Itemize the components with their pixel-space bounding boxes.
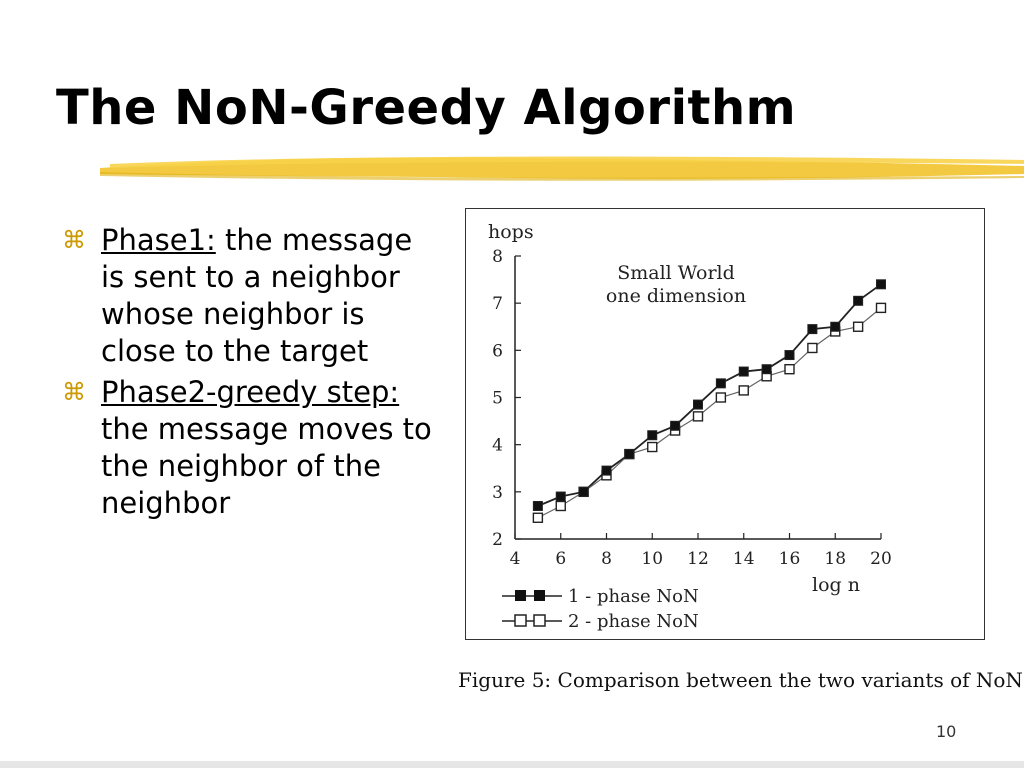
legend-label-1-phase: 1 - phase NoN: [568, 586, 699, 607]
data-point-2-phase: [647, 441, 658, 453]
bullet-label: Phase2-greedy step:: [101, 375, 400, 409]
command-icon: ⌘: [62, 378, 86, 406]
bullet-phase2: ⌘ Phase2-greedy step: the message moves …: [62, 374, 442, 522]
legend-marker-2-phase: [533, 614, 546, 627]
y-axis-label: hops: [488, 221, 534, 243]
x-tick-label: 16: [779, 549, 801, 569]
y-tick-label: 2: [492, 530, 503, 550]
figure-caption: Figure 5: Comparison between the two var…: [458, 668, 1023, 692]
data-point-2-phase: [738, 385, 749, 396]
y-tick-label: 7: [492, 294, 503, 314]
x-tick-label: 14: [733, 549, 755, 569]
data-point-1-phase: [876, 279, 886, 290]
series-line-1-phase: [537, 283, 882, 507]
bullet-list: ⌘ Phase1: the message is sent to a neigh…: [62, 222, 442, 526]
data-point-2-phase: [784, 363, 795, 375]
slide-title: The NoN-Greedy Algorithm: [56, 80, 797, 136]
command-icon: ⌘: [62, 226, 86, 254]
legend-marker-1-phase: [534, 590, 545, 601]
data-point-1-phase: [738, 366, 749, 377]
data-point-1-phase: [578, 486, 589, 497]
legend-marker-1-phase: [515, 590, 526, 601]
chart-legend: 1 - phase NoN 2 - phase NoN: [502, 586, 699, 632]
bullet-text: the message is sent to a neighbor whose …: [101, 223, 413, 368]
chart-annotation-line1: Small World: [617, 262, 735, 284]
x-tick-label: 10: [641, 549, 663, 569]
y-tick-label: 4: [492, 436, 503, 456]
chart-annotation-line2: one dimension: [606, 285, 746, 307]
legend-marker-2-phase: [514, 614, 527, 627]
data-point-2-phase: [555, 500, 566, 512]
y-tick-label: 3: [492, 483, 503, 503]
data-point-1-phase: [807, 324, 818, 335]
y-tick-label: 5: [492, 389, 503, 409]
x-tick-label: 20: [870, 549, 892, 569]
data-point-1-phase: [532, 500, 543, 511]
x-tick-label: 18: [824, 549, 846, 569]
x-axis-label: log n: [812, 574, 860, 596]
bullet-label: Phase1:: [101, 223, 216, 257]
data-point-1-phase: [624, 449, 635, 460]
title-underline: [100, 156, 1024, 181]
data-point-1-phase: [830, 321, 841, 332]
y-tick-label: 6: [492, 341, 503, 361]
series-line-2-phase: [537, 307, 882, 519]
x-tick-label: 12: [687, 549, 709, 569]
legend-label-2-phase: 2 - phase NoN: [568, 611, 699, 632]
data-point-1-phase: [601, 465, 612, 476]
data-point-2-phase: [692, 411, 704, 422]
bullet-phase1: ⌘ Phase1: the message is sent to a neigh…: [62, 222, 442, 370]
line-chart: 2 3 4 5 6 7 8 4 6 8 10 12 14 16 18 20 hops log n Small …: [488, 221, 892, 632]
data-point-1-phase: [555, 491, 566, 502]
x-tick-label: 6: [555, 549, 566, 569]
data-point-2-phase: [875, 302, 887, 314]
bottom-bar: [0, 761, 1024, 768]
x-tick-label: 4: [510, 549, 521, 569]
y-tick-label: 8: [492, 247, 503, 267]
data-point-1-phase: [670, 420, 681, 431]
data-point-2-phase: [715, 392, 727, 403]
data-point-2-phase: [807, 342, 818, 354]
data-point-1-phase: [693, 399, 703, 410]
data-point-1-phase: [715, 378, 726, 389]
page-number: 10: [936, 722, 957, 741]
data-point-2-phase: [852, 321, 864, 332]
x-tick-label: 8: [601, 549, 612, 569]
data-point-1-phase: [761, 364, 772, 375]
data-point-1-phase: [784, 350, 795, 361]
chart-figure: 2 3 4 5 6 7 8 4 6 8 10 12 14 16 18 20 hops log n Small …: [465, 208, 985, 640]
data-point-2-phase: [532, 512, 544, 523]
data-point-1-phase: [853, 295, 864, 306]
data-point-1-phase: [647, 430, 658, 441]
bullet-text: the message moves to the neighbor of the…: [101, 412, 432, 520]
